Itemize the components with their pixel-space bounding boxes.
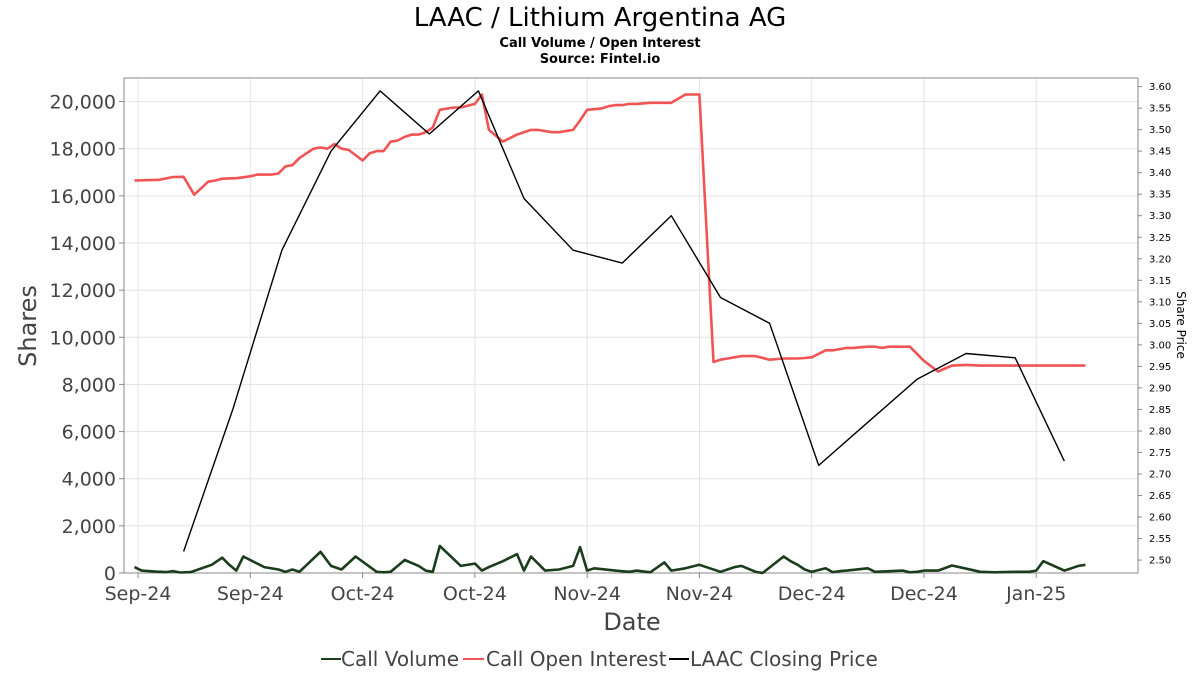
- y2-tick-label: 3.45: [1149, 147, 1171, 158]
- y-tick-label: 12,000: [50, 280, 116, 302]
- y-tick-label: 4,000: [62, 469, 116, 491]
- y2-tick-label: 3.10: [1149, 297, 1171, 308]
- y2-tick-label: 3.00: [1149, 340, 1171, 351]
- y-tick-label: 18,000: [50, 139, 116, 161]
- y2-tick-label: 3.40: [1149, 168, 1171, 179]
- x-tick-label: Nov-24: [553, 583, 621, 605]
- legend: Call Volume Call Open Interest LAAC Clos…: [321, 647, 878, 671]
- y2-tick-label: 2.65: [1149, 491, 1171, 502]
- y2-tick-label: 3.25: [1149, 233, 1171, 244]
- legend-label-call-volume: Call Volume: [341, 647, 459, 671]
- x-tick-label: Jan-25: [1005, 583, 1066, 605]
- y2-tick-label: 2.75: [1149, 448, 1171, 459]
- y-tick-label: 10,000: [50, 327, 116, 349]
- y2-tick-label: 3.30: [1149, 211, 1171, 222]
- y2-tick-label: 3.35: [1149, 190, 1171, 201]
- y2-tick-label: 2.55: [1149, 534, 1171, 545]
- y-tick-label: 16,000: [50, 186, 116, 208]
- y-axis-label: Shares: [14, 285, 42, 367]
- chart-subtitle-line-1: Call Volume / Open Interest: [499, 36, 700, 51]
- chart-title: LAAC / Lithium Argentina AG: [414, 3, 787, 33]
- y2-tick-label: 2.80: [1149, 426, 1171, 437]
- grid-lines: [124, 78, 1138, 574]
- x-tick-label: Dec-24: [890, 583, 958, 605]
- series-line-call-open-interest: [134, 93, 1086, 373]
- y-tick-label: 2,000: [62, 516, 116, 538]
- y2-tick-label: 2.50: [1149, 556, 1171, 567]
- y-tick-label: 6,000: [62, 422, 116, 444]
- x-tick-label: Sep-24: [217, 583, 284, 605]
- y2-tick-label: 3.50: [1149, 125, 1171, 136]
- chart-subtitle-line-2: Source: Fintel.io: [540, 52, 661, 67]
- y2-axis-label: Share Price: [1174, 291, 1188, 359]
- x-tick-label: Sep-24: [105, 583, 172, 605]
- legend-label-call-open-interest: Call Open Interest: [486, 647, 667, 671]
- y2-tick-label: 2.85: [1149, 405, 1171, 416]
- x-axis-label: Date: [603, 608, 660, 636]
- y2-tick-label: 3.60: [1149, 82, 1171, 93]
- x-tick-label: Oct-24: [443, 583, 507, 605]
- series-layer: [133, 90, 1086, 575]
- x-tick-label: Nov-24: [666, 583, 734, 605]
- y2-tick-label: 2.95: [1149, 362, 1171, 373]
- y-tick-label: 0: [104, 563, 116, 585]
- y-tick-label: 8,000: [62, 374, 116, 396]
- right-axis-ticks: 2.50 2.55 2.60 2.65 2.70 2.75 2.80 2.85 2.90 2.95…: [1138, 82, 1171, 567]
- series-line-call-volume: [133, 544, 1086, 575]
- y2-tick-label: 3.20: [1149, 254, 1171, 265]
- x-axis-ticks: Sep-24 Sep-24 Oct-24 Oct-24 Nov-24 Nov-24 Dec-…: [105, 573, 1066, 605]
- y2-tick-label: 3.55: [1149, 104, 1171, 115]
- y-tick-label: 14,000: [50, 233, 116, 255]
- y-tick-label: 20,000: [50, 92, 116, 114]
- y2-tick-label: 2.90: [1149, 383, 1171, 394]
- x-tick-label: Dec-24: [778, 583, 846, 605]
- y2-tick-label: 2.60: [1149, 513, 1171, 524]
- series-line-laac-closing-price: [182, 90, 1065, 552]
- y2-tick-label: 3.15: [1149, 276, 1171, 287]
- left-axis-ticks: 0 2,000 4,000 6,000 8,000 10,000 12,000 14,000 1…: [50, 92, 124, 585]
- y2-tick-label: 2.70: [1149, 470, 1171, 481]
- plot-frame: [123, 77, 1139, 574]
- x-tick-label: Oct-24: [331, 583, 395, 605]
- y2-tick-label: 3.05: [1149, 319, 1171, 330]
- legend-label-laac-closing-price: LAAC Closing Price: [690, 647, 878, 671]
